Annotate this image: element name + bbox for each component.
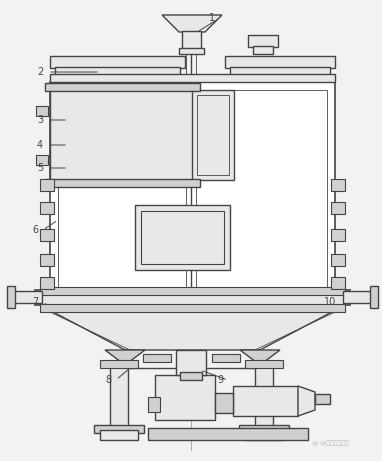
Bar <box>179 48 204 54</box>
Text: 6: 6 <box>32 225 38 235</box>
Polygon shape <box>162 15 222 32</box>
Text: 4: 4 <box>37 140 43 150</box>
Bar <box>245 360 283 368</box>
Text: 5: 5 <box>37 163 43 173</box>
Bar <box>40 229 54 241</box>
Bar <box>100 430 138 440</box>
Bar <box>331 229 345 241</box>
Bar <box>155 375 215 420</box>
Bar <box>370 286 378 308</box>
Bar <box>36 106 48 116</box>
Bar <box>176 350 206 375</box>
Polygon shape <box>240 350 280 365</box>
Bar <box>40 179 54 191</box>
Bar <box>40 202 54 214</box>
Text: 2: 2 <box>37 67 43 77</box>
Bar <box>50 82 335 295</box>
Bar <box>225 56 335 68</box>
Bar <box>40 277 54 289</box>
Bar <box>315 394 330 404</box>
Bar <box>331 254 345 266</box>
Polygon shape <box>298 386 315 416</box>
Bar <box>58 90 327 287</box>
Bar <box>245 430 283 440</box>
Bar <box>230 67 330 75</box>
Bar <box>233 386 298 416</box>
Text: 7: 7 <box>32 297 38 307</box>
Text: 9: 9 <box>217 375 223 385</box>
Polygon shape <box>105 350 145 365</box>
Bar <box>94 425 144 433</box>
Bar <box>36 155 48 165</box>
Bar <box>148 397 160 412</box>
Text: 10: 10 <box>324 297 336 307</box>
Bar <box>180 372 202 380</box>
Bar <box>192 90 234 180</box>
Text: @ @新旧安全制定: @ @新旧安全制定 <box>312 440 348 446</box>
Bar <box>343 291 375 303</box>
Bar <box>331 277 345 289</box>
Text: 3: 3 <box>37 115 43 125</box>
Bar <box>215 393 233 413</box>
Bar <box>45 179 200 187</box>
Bar <box>55 67 180 75</box>
Bar <box>148 428 308 440</box>
Text: 1: 1 <box>209 13 215 23</box>
Bar <box>40 287 345 295</box>
Bar <box>7 286 15 308</box>
Bar <box>248 35 278 47</box>
Bar <box>40 304 345 312</box>
Bar <box>50 56 185 68</box>
Bar <box>50 88 195 185</box>
Bar <box>100 360 138 368</box>
Bar <box>331 179 345 191</box>
Bar <box>331 202 345 214</box>
Bar <box>197 95 229 175</box>
Bar <box>212 354 240 362</box>
Bar <box>35 290 350 305</box>
Bar <box>135 205 230 270</box>
Bar <box>239 425 289 433</box>
Polygon shape <box>40 305 345 350</box>
Bar <box>255 365 273 430</box>
Bar <box>182 31 201 50</box>
Bar <box>10 291 42 303</box>
Text: 8: 8 <box>105 375 111 385</box>
Bar <box>50 74 335 82</box>
Bar <box>253 46 273 54</box>
Bar <box>141 211 224 264</box>
Bar <box>143 354 171 362</box>
Bar <box>40 254 54 266</box>
Bar <box>45 83 200 91</box>
Bar <box>110 365 128 430</box>
